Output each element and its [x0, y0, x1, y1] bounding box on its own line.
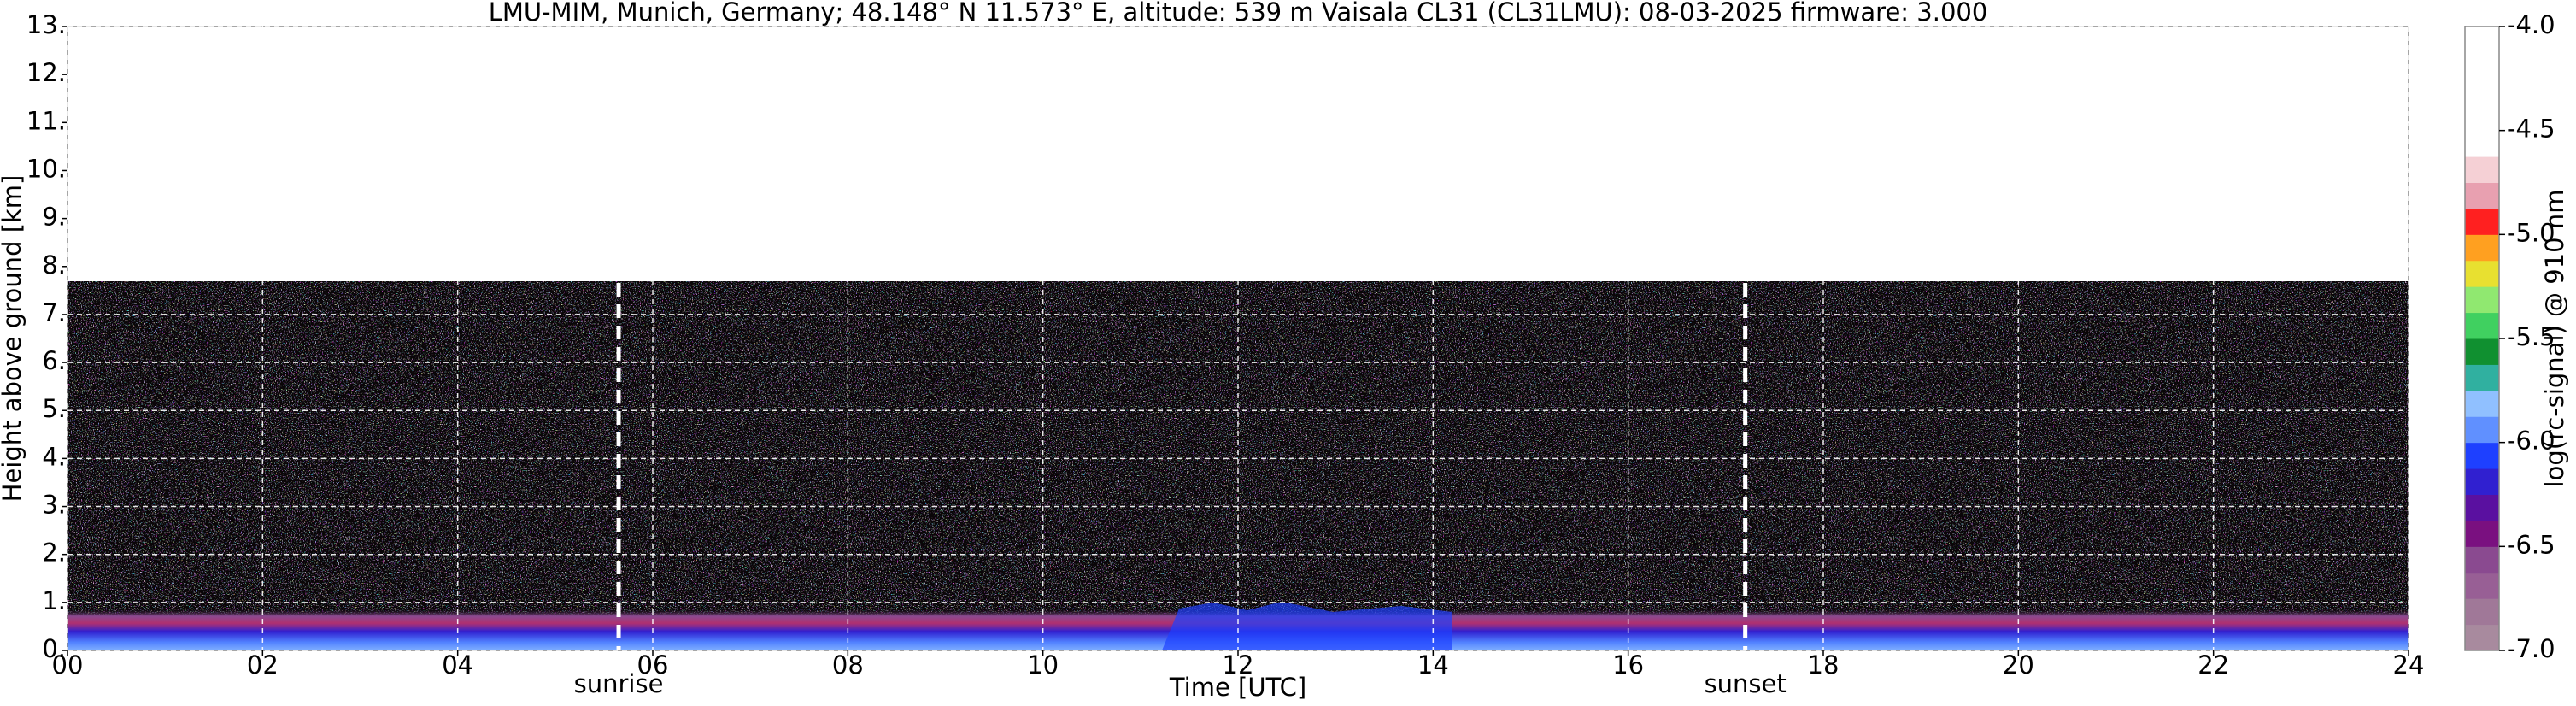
boundary-layer-bump [1162, 602, 1452, 650]
colorbar-tick-label: -6.5 [2507, 530, 2555, 559]
colorbar-segment [2465, 260, 2499, 287]
x-tick-label: 06 [637, 650, 669, 680]
grid [67, 26, 2409, 651]
y-tick-label: 2. [42, 538, 66, 568]
colorbar-segment [2465, 78, 2499, 105]
colorbar-segment [2465, 442, 2499, 469]
y-tick-label: 3. [42, 491, 66, 520]
chart-title: LMU-MIM, Munich, Germany; 48.148° N 11.5… [489, 0, 1988, 26]
x-tick-label: 22 [2198, 650, 2229, 680]
x-tick-label: 20 [2003, 650, 2034, 680]
colorbar: -7.0 -6.5 -6.0 -5.5 -5.0 -4.5 -4.0 [2464, 10, 2555, 663]
signal-noise [67, 281, 2409, 650]
colorbar-tick-label: -7.0 [2507, 634, 2555, 663]
x-tick-label: 02 [247, 650, 279, 680]
colorbar-segment [2465, 494, 2499, 521]
colorbar-segment [2465, 182, 2499, 209]
colorbar-segment [2465, 624, 2499, 651]
colorbar-segment [2465, 468, 2499, 495]
y-tick-label: 9. [42, 203, 66, 232]
x-tick-label: 08 [832, 650, 864, 680]
colorbar-segment [2465, 130, 2499, 157]
y-tick-label: 0. [42, 634, 66, 663]
annotations: sunrise sunset [574, 283, 1787, 698]
y-tick-label: 6. [42, 346, 66, 375]
colorbar-segment [2465, 338, 2499, 365]
colorbar-tick-label: -5.0 [2507, 218, 2555, 247]
colorbar-segment [2465, 52, 2499, 79]
colorbar-segment [2465, 598, 2499, 626]
colorbar-segment [2465, 104, 2499, 132]
colorbar-segment [2465, 208, 2499, 235]
colorbar-segment [2465, 26, 2499, 53]
axes: 00 02 04 06 08 10 12 14 16 18 20 22 24 0. 1. 2. 3. 4. 5. 6.… [26, 10, 2425, 680]
x-tick-label: 18 [1808, 650, 1840, 680]
colorbar-segment [2465, 156, 2499, 183]
y-tick-label: 13. [26, 10, 66, 39]
y-tick-label: 12. [26, 58, 66, 87]
colorbar-segment [2465, 520, 2499, 547]
colorbar-tick-label: -5.5 [2507, 322, 2555, 351]
colorbar-segment [2465, 286, 2499, 314]
y-tick-label: 8. [42, 250, 66, 279]
colorbar-label: log(rc-signal) @ 910 nm [2540, 190, 2569, 488]
y-tick-label: 10. [26, 154, 66, 183]
colorbar-tick-label: -4.5 [2507, 115, 2555, 144]
colorbar-segment [2465, 312, 2499, 339]
x-tick-label: 24 [2393, 650, 2425, 680]
y-axis-label: Height above ground [km] [0, 175, 26, 503]
x-tick-label: 14 [1417, 650, 1449, 680]
annotation-label: sunrise [574, 669, 664, 698]
y-tick-label: 4. [42, 442, 66, 471]
annotation-label: sunset [1705, 669, 1787, 698]
y-tick-label: 7. [42, 298, 66, 327]
colorbar-segment [2465, 234, 2499, 262]
colorbar-segment [2465, 416, 2499, 444]
x-tick-label: 12 [1223, 650, 1254, 680]
colorbar-tick-label: -6.0 [2507, 427, 2555, 456]
colorbar-segment [2465, 572, 2499, 599]
x-tick-label: 10 [1027, 650, 1059, 680]
y-tick-label: 5. [42, 394, 66, 423]
x-tick-label: 00 [52, 650, 84, 680]
y-tick-label: 11. [26, 106, 66, 135]
colorbar-tick-label: -4.0 [2507, 10, 2555, 39]
x-tick-label: 04 [442, 650, 473, 680]
colorbar-segment [2465, 546, 2499, 574]
colorbar-segment [2465, 390, 2499, 417]
y-tick-label: 1. [42, 586, 66, 615]
colorbar-segment [2465, 364, 2499, 391]
x-tick-label: 16 [1612, 650, 1644, 680]
x-axis-label: Time [UTC] [1169, 673, 1306, 702]
